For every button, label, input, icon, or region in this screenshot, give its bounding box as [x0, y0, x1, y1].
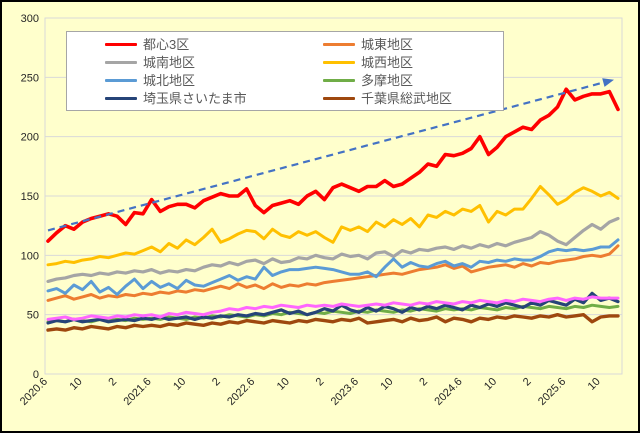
x-tick-label: 2023.6 — [329, 376, 361, 408]
series-toshin3ku — [46, 87, 620, 243]
x-tick-label: 2025.6 — [536, 376, 568, 408]
legend-swatch-tama-icon — [323, 78, 355, 82]
y-tick-label: 150 — [21, 191, 39, 203]
legend-swatch-johoku-icon — [105, 78, 137, 82]
y-tick-label: 250 — [21, 72, 39, 84]
series-joto — [46, 244, 620, 302]
legend-label-jonan: 城南地区 — [143, 54, 196, 70]
trend-arrowhead-icon — [602, 78, 614, 87]
legend-swatch-toshin3ku-icon — [105, 42, 137, 46]
legend-item-saitamashi: 埼玉県さいたま市 — [105, 90, 323, 107]
series-saitamashi — [46, 291, 620, 325]
y-tick-label: 200 — [21, 132, 39, 144]
x-tick-label: 2021.6 — [121, 376, 153, 408]
legend-label-johoku: 城北地区 — [143, 72, 196, 88]
x-tick-label: 10 — [482, 376, 499, 393]
legend-swatch-saitamashi-icon — [105, 96, 137, 100]
x-axis-labels: 2020.6 10 2 2021.6 10 2 2022.6 10 2 2023.6 10 2 2024… — [18, 376, 603, 408]
legend-swatch-jonan-icon — [105, 60, 137, 64]
y-tick-label: 300 — [21, 13, 39, 25]
legend-label-tama: 多摩地区 — [361, 72, 414, 88]
legend-item-jonan: 城南地区 — [105, 54, 323, 71]
legend-swatch-josai-icon — [323, 60, 355, 64]
x-tick-label: 10 — [586, 376, 603, 393]
series-chibasobu — [46, 313, 620, 332]
series-josai — [46, 185, 620, 267]
y-axis-labels: 0 50 100 150 200 250 300 — [21, 13, 39, 381]
x-tick-label: 2 — [521, 376, 534, 389]
legend-label-saitamashi: 埼玉県さいたま市 — [143, 90, 247, 106]
y-tick-label: 100 — [21, 250, 39, 262]
x-tick-label: 2 — [417, 376, 430, 389]
x-tick-label: 10 — [68, 376, 85, 393]
x-tick-label: 2 — [106, 376, 119, 389]
legend-item-chibasobu: 千葉県総武地区 — [323, 90, 503, 107]
x-tick-label: 2 — [210, 376, 223, 389]
legend-swatch-chibasobu-icon — [323, 96, 355, 100]
x-tick-label: 10 — [275, 376, 292, 393]
x-tick-label: 2024.6 — [432, 376, 464, 408]
legend-label-josai: 城西地区 — [361, 54, 414, 70]
legend-label-chibasobu: 千葉県総武地区 — [361, 90, 453, 106]
legend-label-joto: 城東地区 — [361, 36, 414, 52]
series-pink-unlabeled — [46, 295, 620, 321]
x-tick-label: 2 — [314, 376, 327, 389]
series-jonan — [46, 216, 620, 283]
x-tick-label: 10 — [378, 376, 395, 393]
x-tick-label: 2022.6 — [225, 376, 257, 408]
legend-swatch-joto-icon — [323, 42, 355, 46]
legend-item-toshin3ku: 都心3区 — [105, 36, 323, 53]
y-tick-label: 0 — [33, 369, 39, 381]
series-johoku — [46, 238, 620, 296]
legend-item-joto: 城東地区 — [323, 36, 503, 53]
legend-item-tama: 多摩地区 — [323, 72, 503, 89]
y-tick-label: 50 — [27, 310, 39, 322]
legend-item-josai: 城西地区 — [323, 54, 503, 71]
x-tick-label: 10 — [171, 376, 188, 393]
legend-item-johoku: 城北地区 — [105, 72, 323, 89]
chart-legend: 都心3区 城東地区城南地区 城西地区城北地区 多摩地区埼玉県さいたま市 千葉県総武地区 — [66, 31, 504, 111]
legend-label-toshin3ku: 都心3区 — [143, 36, 190, 52]
plot-border — [44, 17, 623, 375]
